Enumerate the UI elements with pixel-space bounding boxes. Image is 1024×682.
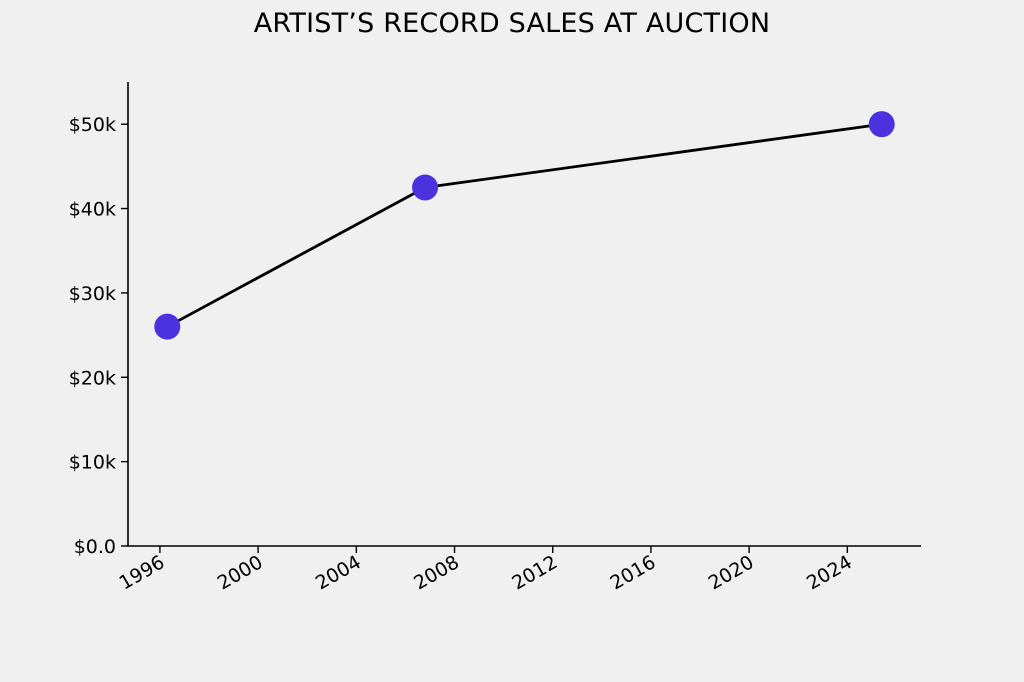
y-tick-label: $10k [69,452,116,474]
x-tick-label: 2020 [705,551,758,594]
axes: $0.0 $10k $20k $30k $40k $50k 1996 2000 2004 2008… [69,82,921,595]
series-layer [154,111,895,340]
x-tick-label: 2000 [214,551,267,594]
x-tick-label: 2004 [312,551,365,594]
data-point [868,111,895,138]
data-point [412,174,439,201]
x-tick-label: 2016 [607,551,660,594]
x-tick-label: 2024 [803,551,856,594]
x-tick-label: 1996 [116,551,169,594]
y-tick-label: $50k [69,114,116,136]
series-line [166,122,882,328]
x-tick-label: 2012 [508,551,561,594]
x-tick-label: 2008 [410,551,463,594]
data-point [154,313,181,340]
y-tick-label: $40k [69,199,116,221]
y-tick-label: $0.0 [74,536,116,558]
y-tick-label: $30k [69,283,116,305]
chart-title: ARTIST’S RECORD SALES AT AUCTION [253,8,771,39]
y-tick-label: $20k [69,367,116,389]
